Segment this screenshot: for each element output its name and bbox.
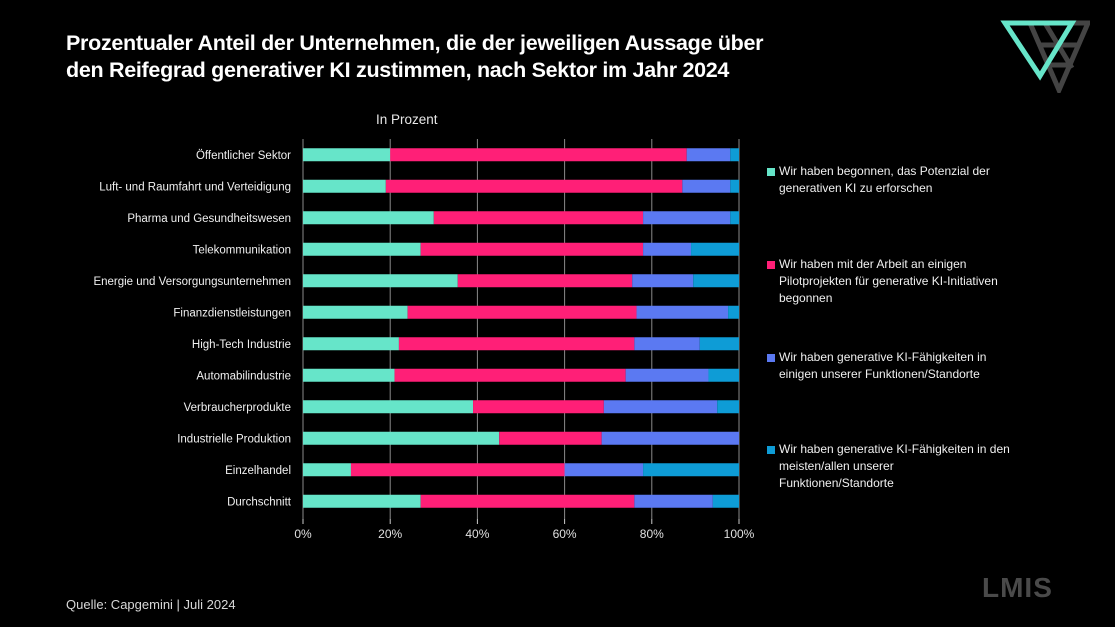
bar-segment-series-3 xyxy=(625,368,709,382)
bar-segment-series-1 xyxy=(303,368,395,382)
category-label: Automabilindustrie xyxy=(196,370,291,382)
bar-segment-series-1 xyxy=(303,463,351,477)
bar-segment-series-3 xyxy=(634,494,713,508)
bar-segment-series-2 xyxy=(398,337,635,351)
bar-segment-series-4 xyxy=(691,242,739,256)
category-label: Verbraucherprodukte xyxy=(184,402,291,414)
category-label: Luft- und Raumfahrt und Verteidigung xyxy=(99,181,291,193)
bar-segment-series-2 xyxy=(394,368,626,382)
legend-swatch-cyan xyxy=(767,446,775,454)
bar-segment-series-1 xyxy=(303,179,386,193)
legend-swatch-teal xyxy=(767,168,775,176)
legend-item-explore: Wir haben begonnen, das Potenzial der ge… xyxy=(767,163,1052,197)
x-tick-label: 60% xyxy=(553,527,577,541)
bar-segment-series-2 xyxy=(350,463,565,477)
category-label: Pharma und Gesundheitswesen xyxy=(127,213,291,225)
x-axis-ticks: 0% 20% 40% 60% 80% 100% xyxy=(294,519,755,541)
legend-line: generativen KI zu erforschen xyxy=(779,181,933,195)
bar-segment-series-3 xyxy=(564,463,644,477)
category-labels: Öffentlicher Sektor Luft- und Raumfahrt u… xyxy=(93,150,291,509)
bar-segment-series-1 xyxy=(303,305,408,319)
legend-item-most-functions: Wir haben generative KI-Fähigkeiten in d… xyxy=(767,441,1052,492)
grid-layer xyxy=(302,139,740,519)
bar-segment-series-1 xyxy=(303,431,500,445)
x-tick-label: 20% xyxy=(378,527,402,541)
bar-segment-series-2 xyxy=(385,179,683,193)
bar-segment-series-4 xyxy=(730,148,739,162)
bar-segment-series-2 xyxy=(420,242,644,256)
category-label: High-Tech Industrie xyxy=(192,339,291,351)
bar-segment-series-4 xyxy=(730,211,739,225)
bar-segment-series-4 xyxy=(708,368,739,382)
bar-segment-series-1 xyxy=(303,211,434,225)
bar-segment-series-3 xyxy=(643,242,692,256)
bars-layer xyxy=(303,148,739,508)
bar-segment-series-4 xyxy=(693,274,739,288)
bar-segment-series-2 xyxy=(433,211,644,225)
chart-title-line-2: den Reifegrad generativer KI zustimmen, … xyxy=(66,58,730,82)
category-label: Einzelhandel xyxy=(225,465,291,477)
category-label: Energie und Versorgungsunternehmen xyxy=(93,276,291,288)
bar-segment-series-1 xyxy=(303,274,458,288)
legend-line: Funktionen/Standorte xyxy=(779,476,894,490)
bar-segment-series-3 xyxy=(632,274,694,288)
bar-segment-series-4 xyxy=(728,305,739,319)
bar-segment-series-3 xyxy=(636,305,729,319)
bar-segment-series-3 xyxy=(686,148,731,162)
chart-subtitle: In Prozent xyxy=(376,112,438,127)
category-label: Industrielle Produktion xyxy=(177,433,291,445)
x-tick-label: 40% xyxy=(465,527,489,541)
bar-segment-series-4 xyxy=(699,337,739,351)
x-tick-label: 100% xyxy=(724,527,755,541)
bar-segment-series-2 xyxy=(390,148,687,162)
category-label: Finanzdienstleistungen xyxy=(173,307,291,319)
legend-swatch-blue xyxy=(767,354,775,362)
source-note: Quelle: Capgemini | Juli 2024 xyxy=(66,597,236,612)
bar-segment-series-3 xyxy=(603,400,718,414)
legend-line: einigen unserer Funktionen/Standorte xyxy=(779,367,980,381)
chart-title: Prozentualer Anteil der Unternehmen, die… xyxy=(66,30,926,84)
bar-segment-series-3 xyxy=(601,431,739,445)
bar-segment-series-1 xyxy=(303,494,421,508)
legend-item-pilot: Wir haben mit der Arbeit an einigen Pilo… xyxy=(767,256,1052,307)
legend-line: Wir haben generative KI-Fähigkeiten in d… xyxy=(779,442,1010,456)
bar-segment-series-1 xyxy=(303,337,399,351)
bar-segment-series-4 xyxy=(643,463,739,477)
legend-line: Wir haben generative KI-Fähigkeiten in xyxy=(779,350,987,364)
triangle-logo-icon xyxy=(1000,20,1090,93)
legend-item-some-functions: Wir haben generative KI-Fähigkeiten in e… xyxy=(767,349,1052,383)
legend-line: Pilotprojekten für generative KI-Initiat… xyxy=(779,274,998,288)
bar-segment-series-2 xyxy=(499,431,602,445)
chart-title-line-1: Prozentualer Anteil der Unternehmen, die… xyxy=(66,31,764,55)
bar-segment-series-3 xyxy=(634,337,700,351)
legend-line: Wir haben begonnen, das Potenzial der xyxy=(779,164,990,178)
category-label: Durchschnitt xyxy=(227,496,292,508)
legend-line: meisten/allen unserer xyxy=(779,459,894,473)
bar-segment-series-4 xyxy=(730,179,739,193)
bar-segment-series-2 xyxy=(457,274,633,288)
bar-segment-series-4 xyxy=(712,494,739,508)
brand-logo: LMIS xyxy=(982,572,1053,603)
bar-segment-series-2 xyxy=(407,305,637,319)
bar-segment-series-3 xyxy=(643,211,731,225)
bar-segment-series-1 xyxy=(303,242,421,256)
bar-segment-series-3 xyxy=(682,179,731,193)
category-label: Telekommunikation xyxy=(193,244,291,256)
legend-swatch-pink xyxy=(767,261,775,269)
bar-segment-series-2 xyxy=(473,400,604,414)
legend-line: Wir haben mit der Arbeit an einigen xyxy=(779,257,967,271)
x-tick-label: 0% xyxy=(294,527,312,541)
bar-segment-series-2 xyxy=(420,494,635,508)
category-label: Öffentlicher Sektor xyxy=(196,150,291,162)
bar-segment-series-1 xyxy=(303,148,391,162)
bar-segment-series-1 xyxy=(303,400,474,414)
bar-segment-series-4 xyxy=(717,400,739,414)
legend-line: begonnen xyxy=(779,291,833,305)
x-tick-label: 80% xyxy=(640,527,664,541)
